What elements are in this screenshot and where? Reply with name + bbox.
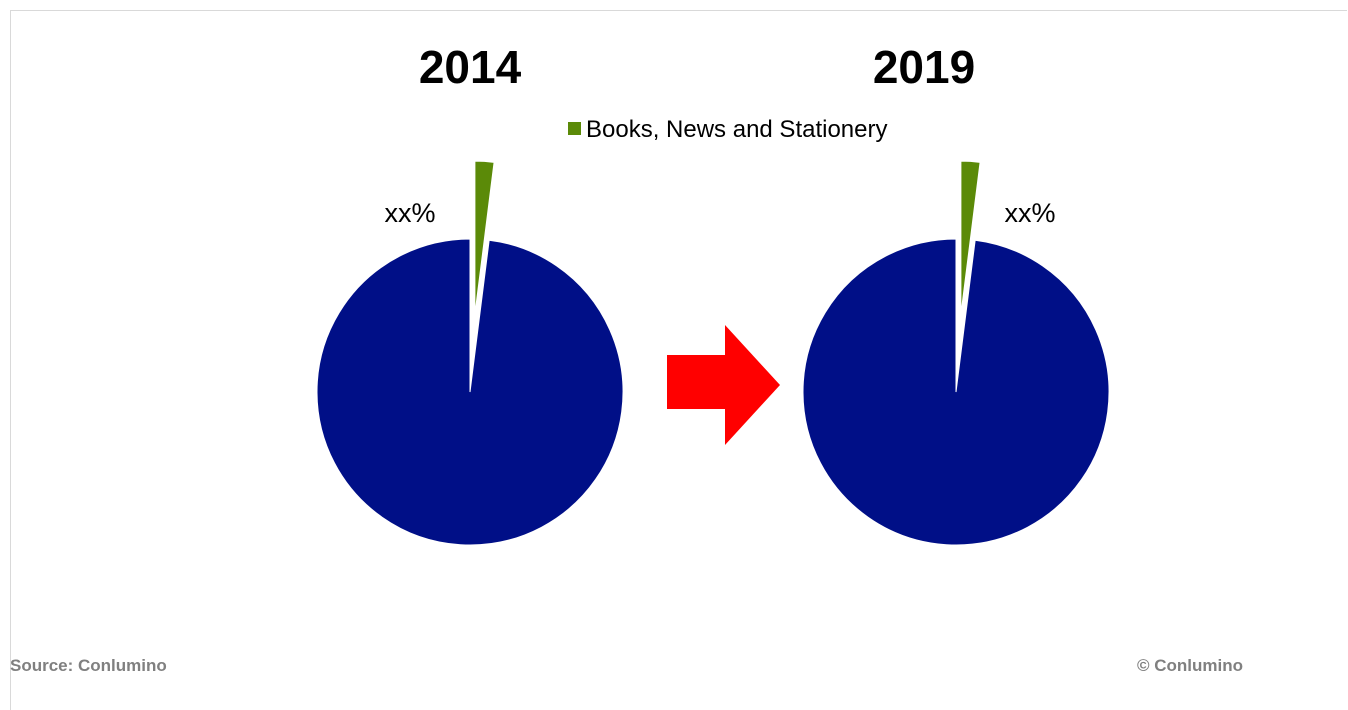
arrow-right-icon	[667, 325, 780, 445]
pie-2014	[316, 160, 624, 546]
data-label-2014: xx%	[384, 198, 435, 228]
chart-canvas: 2014 2019 Books, News and Stationery xx%…	[316, 41, 1110, 546]
pie-slice-books-news-stationery	[474, 160, 495, 315]
pie-2019	[802, 160, 1110, 546]
chart-title-2014: 2014	[419, 41, 522, 93]
copyright-note: © Conlumino	[1137, 656, 1244, 675]
legend-swatch	[568, 122, 581, 135]
chart-frame	[10, 10, 1347, 710]
source-note: Source: Conlumino	[10, 656, 167, 675]
data-label-2019: xx%	[1004, 198, 1055, 228]
pie-slice-other	[802, 238, 1110, 546]
pie-slice-other	[316, 238, 624, 546]
legend-label: Books, News and Stationery	[586, 116, 888, 143]
chart-title-2019: 2019	[873, 41, 975, 93]
pie-slice-books-news-stationery	[960, 160, 981, 315]
